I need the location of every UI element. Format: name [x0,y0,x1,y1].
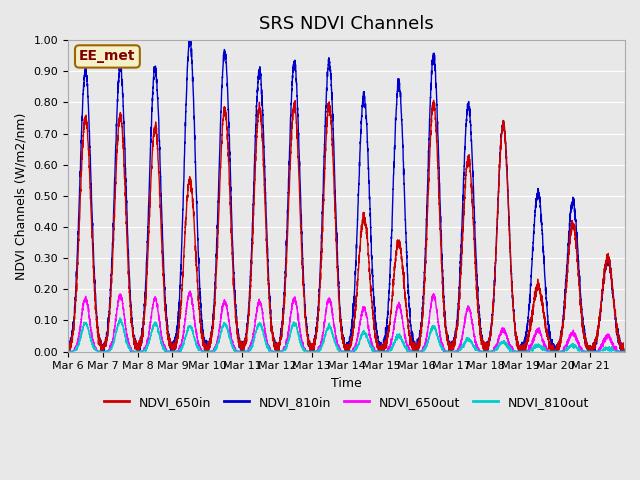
Title: SRS NDVI Channels: SRS NDVI Channels [259,15,434,33]
NDVI_810in [404,278,412,284]
NDVI_650in [489,304,497,310]
NDVI_650in [389,293,397,299]
NDVI_810in [326,64,334,70]
NDVI_810out [404,347,412,353]
NDVI_810in [64,346,72,352]
NDVI_650in [326,107,334,112]
NDVI_650out [326,300,334,306]
NDVI_650out [186,288,194,294]
X-axis label: Time: Time [331,377,362,390]
NDVI_810in [186,31,193,37]
NDVI_650out [278,348,286,354]
NDVI_810in [134,348,142,354]
Line: NDVI_810in: NDVI_810in [68,34,625,351]
NDVI_810out [326,325,334,331]
NDVI_650out [84,302,92,308]
NDVI_650out [404,342,412,348]
Legend: NDVI_650in, NDVI_810in, NDVI_650out, NDVI_810out: NDVI_650in, NDVI_810in, NDVI_650out, NDV… [99,391,594,414]
NDVI_810out [621,348,629,354]
NDVI_650in [404,319,412,324]
NDVI_810in [84,83,92,89]
NDVI_650in [64,346,72,351]
NDVI_650in [278,328,286,334]
Y-axis label: NDVI Channels (W/m2/nm): NDVI Channels (W/m2/nm) [15,112,28,279]
NDVI_810in [278,319,286,325]
NDVI_650in [66,348,74,354]
NDVI_650out [64,348,72,354]
NDVI_810out [489,348,497,354]
NDVI_810out [266,348,273,354]
NDVI_810out [116,315,124,321]
NDVI_810out [64,348,72,354]
NDVI_650out [389,331,397,337]
NDVI_650out [621,348,629,354]
NDVI_650in [621,348,629,354]
NDVI_650in [84,132,92,137]
NDVI_810out [389,342,397,348]
NDVI_810out [278,348,286,354]
NDVI_650in [430,97,438,103]
NDVI_810in [621,348,629,354]
NDVI_810out [84,323,92,328]
NDVI_810in [389,196,397,202]
Line: NDVI_650out: NDVI_650out [68,291,625,351]
Text: EE_met: EE_met [79,49,136,63]
NDVI_650out [175,348,183,354]
Line: NDVI_810out: NDVI_810out [68,318,625,351]
NDVI_650out [489,348,497,353]
Line: NDVI_650in: NDVI_650in [68,100,625,351]
NDVI_810in [489,305,497,311]
